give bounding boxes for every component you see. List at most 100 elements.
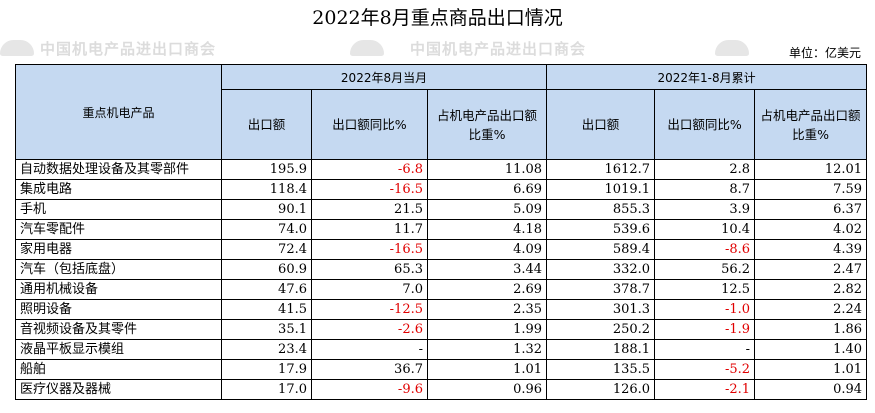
table-cell: 250.2 [546, 319, 656, 340]
table-cell: 36.7 [311, 359, 428, 380]
corner-header: 重点机电产品 [15, 64, 222, 160]
table-row: 手机 90.1 21.5 5.09 855.3 3.9 6.37 [15, 199, 868, 220]
table-cell: -9.6 [311, 379, 428, 400]
table-cell: 3.9 [654, 199, 756, 220]
table-cell: -16.5 [311, 179, 428, 200]
table-cell: 4.18 [426, 219, 548, 240]
table-cell: 378.7 [546, 279, 656, 300]
table-cell: 2.8 [654, 159, 756, 180]
table-cell: 4.39 [754, 239, 868, 260]
table-cell: 65.3 [311, 259, 428, 280]
table-cell: 188.1 [546, 339, 656, 360]
table-cell: 11.7 [311, 219, 428, 240]
table-cell: 2.82 [754, 279, 868, 300]
product-name: 集成电路 [15, 179, 222, 200]
product-name: 自动数据处理设备及其零部件 [15, 159, 222, 180]
table-cell: 2.35 [426, 299, 548, 320]
table-cell: -2.1 [654, 379, 756, 400]
table-cell: 195.9 [221, 159, 312, 180]
table-cell: -16.5 [311, 239, 428, 260]
table-cell: - [654, 339, 756, 360]
table-cell: 0.96 [426, 379, 548, 400]
table-cell: 56.2 [654, 259, 756, 280]
table-cell: 1.40 [754, 339, 868, 360]
table-cell: 1612.7 [546, 159, 656, 180]
table-row: 汽车零配件 74.0 11.7 4.18 539.6 10.4 4.02 [15, 219, 868, 240]
product-name: 手机 [15, 199, 222, 220]
table-cell: 7.0 [311, 279, 428, 300]
table-cell: -5.2 [654, 359, 756, 380]
table-cell: 11.08 [426, 159, 548, 180]
group-header-month: 2022年8月当月 [220, 64, 548, 90]
table-cell: 41.5 [221, 299, 312, 320]
table-row: 医疗仪器及器械 17.0 -9.6 0.96 126.0 -2.1 0.94 [15, 379, 868, 400]
table-row: 自动数据处理设备及其零部件 195.9 -6.8 11.08 1612.7 2.8 12.0… [15, 159, 868, 180]
col-header: 出口额同比% [311, 89, 428, 160]
product-name: 通用机械设备 [15, 279, 222, 300]
table-cell: 2.69 [426, 279, 548, 300]
product-name: 汽车零配件 [15, 219, 222, 240]
col-header: 出口额同比% [654, 89, 756, 160]
table-cell: 17.9 [221, 359, 312, 380]
table-cell: 21.5 [311, 199, 428, 220]
table-cell: 1.32 [426, 339, 548, 360]
export-table: 重点机电产品 2022年8月当月 2022年1-8月累计 出口额 出口额同比% … [15, 64, 868, 400]
table-row: 家用电器 72.4 -16.5 4.09 589.4 -8.6 4.39 [15, 239, 868, 260]
product-name: 家用电器 [15, 239, 222, 260]
unit-label: 单位：亿美元 [788, 46, 861, 60]
table-cell: -1.9 [654, 319, 756, 340]
table-cell: 23.4 [221, 339, 312, 360]
table-cell: 6.69 [426, 179, 548, 200]
table-cell: 4.09 [426, 239, 548, 260]
table-cell: 12.01 [754, 159, 868, 180]
table-cell: 8.7 [654, 179, 756, 200]
table-row: 音视频设备及其零件 35.1 -2.6 1.99 250.2 -1.9 1.86 [15, 319, 868, 340]
product-name: 照明设备 [15, 299, 222, 320]
table-cell: 5.09 [426, 199, 548, 220]
table-cell: 10.4 [654, 219, 756, 240]
table-cell: 90.1 [221, 199, 312, 220]
table-cell: 2.24 [754, 299, 868, 320]
table-row: 船舶 17.9 36.7 1.01 135.5 -5.2 1.01 [15, 359, 868, 380]
table-cell: 1.01 [754, 359, 868, 380]
table-cell: 72.4 [221, 239, 312, 260]
table-cell: 118.4 [221, 179, 312, 200]
product-name: 液晶平板显示模组 [15, 339, 222, 360]
watermark-logo-icon [715, 40, 749, 56]
product-name: 医疗仪器及器械 [15, 379, 222, 400]
table-cell: -6.8 [311, 159, 428, 180]
table-cell: 1019.1 [546, 179, 656, 200]
table-cell: 301.3 [546, 299, 656, 320]
watermark-logo-icon [350, 40, 384, 56]
watermark-text: 中国机电产品进出口商会 [40, 40, 217, 58]
table-cell: 589.4 [546, 239, 656, 260]
table-cell: -1.0 [654, 299, 756, 320]
table-cell: 539.6 [546, 219, 656, 240]
table-cell: -12.5 [311, 299, 428, 320]
watermark-logo-icon [0, 40, 34, 56]
col-header: 占机电产品出口额比重% [754, 89, 868, 160]
table-cell: 35.1 [221, 319, 312, 340]
page-title: 2022年8月重点商品出口情况 [312, 7, 563, 29]
table-row: 通用机械设备 47.6 7.0 2.69 378.7 12.5 2.82 [15, 279, 868, 300]
table-cell: 855.3 [546, 199, 656, 220]
product-name: 音视频设备及其零件 [15, 319, 222, 340]
table-cell: -8.6 [654, 239, 756, 260]
table-row: 照明设备 41.5 -12.5 2.35 301.3 -1.0 2.24 [15, 299, 868, 320]
table-row: 液晶平板显示模组 23.4-1.32 188.1-1.40 [15, 339, 868, 360]
table-cell: 17.0 [221, 379, 312, 400]
table-cell: 74.0 [221, 219, 312, 240]
table-cell: 126.0 [546, 379, 656, 400]
table-cell: 332.0 [546, 259, 656, 280]
product-name: 船舶 [15, 359, 222, 380]
col-header: 出口额 [221, 89, 312, 160]
table-cell: 47.6 [221, 279, 312, 300]
table-row: 汽车（包括底盘） 60.9 65.3 3.44 332.0 56.2 2.47 [15, 259, 868, 280]
table-cell: 1.86 [754, 319, 868, 340]
table-cell: 1.99 [426, 319, 548, 340]
table-row: 集成电路 118.4 -16.5 6.69 1019.1 8.7 7.59 [15, 179, 868, 200]
table-cell: 1.01 [426, 359, 548, 380]
table-cell: 2.47 [754, 259, 868, 280]
watermark-text: 中国机电产品进出口商会 [410, 40, 587, 58]
table-cell: 7.59 [754, 179, 868, 200]
